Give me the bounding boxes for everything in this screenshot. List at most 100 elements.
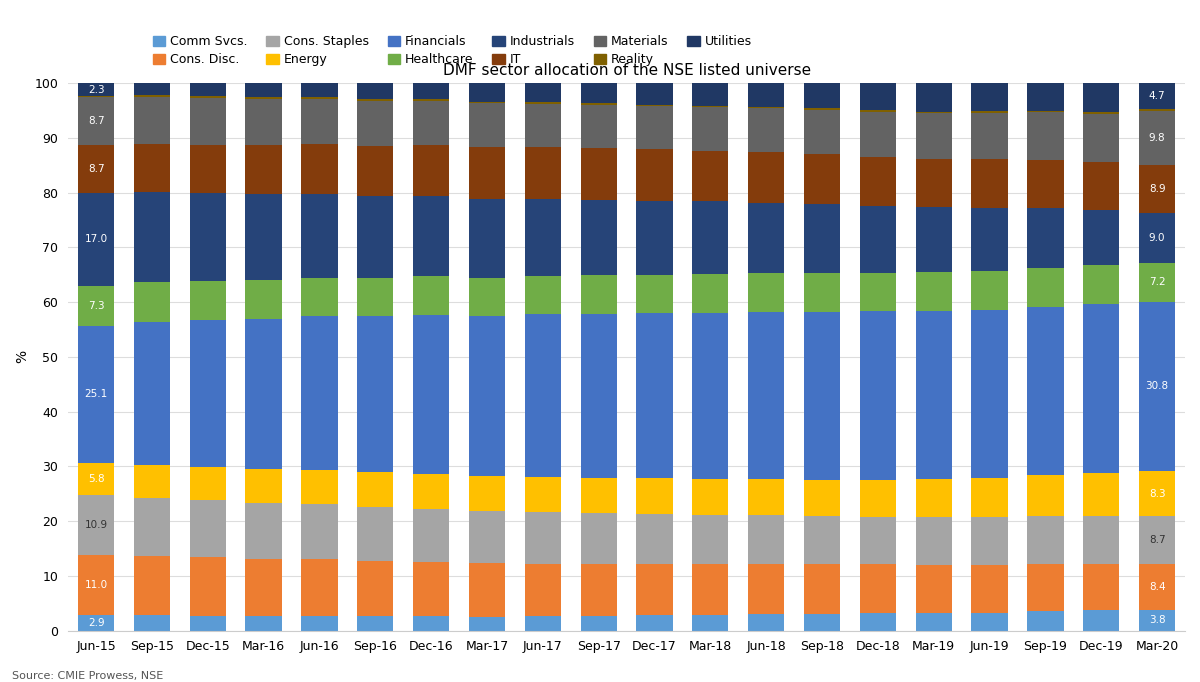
Bar — [1027, 268, 1063, 307]
Bar — [1139, 610, 1175, 631]
Bar — [692, 564, 728, 614]
Legend: Comm Svcs., Cons. Disc., Cons. Staples, Energy, Financials, Healthcare, Industri: Comm Svcs., Cons. Disc., Cons. Staples, … — [152, 35, 752, 66]
Bar — [581, 276, 617, 314]
Bar — [469, 102, 505, 104]
Bar — [133, 282, 170, 323]
Bar — [804, 479, 840, 516]
Bar — [581, 616, 617, 631]
Bar — [246, 318, 282, 469]
Bar — [246, 83, 282, 97]
Bar — [636, 149, 673, 201]
Bar — [972, 478, 1008, 517]
Bar — [301, 278, 337, 316]
Bar — [916, 518, 952, 565]
Bar — [859, 613, 896, 631]
Bar — [358, 146, 394, 196]
Bar — [1027, 516, 1063, 564]
Text: 8.3: 8.3 — [1148, 488, 1165, 499]
Bar — [916, 272, 952, 311]
Bar — [301, 97, 337, 98]
Bar — [469, 563, 505, 617]
Text: 8.7: 8.7 — [88, 164, 104, 174]
Bar — [859, 83, 896, 110]
Bar — [581, 314, 617, 478]
Bar — [78, 495, 114, 554]
Bar — [636, 201, 673, 275]
Bar — [972, 271, 1008, 310]
Bar — [301, 559, 337, 616]
Bar — [358, 196, 394, 278]
Bar — [469, 104, 505, 147]
Bar — [972, 111, 1008, 113]
Bar — [78, 83, 114, 95]
Bar — [972, 565, 1008, 612]
Bar — [581, 200, 617, 276]
Bar — [469, 83, 505, 102]
Title: DMF sector allocation of the NSE listed universe: DMF sector allocation of the NSE listed … — [443, 63, 811, 78]
Bar — [133, 615, 170, 631]
Bar — [1027, 83, 1063, 110]
Bar — [1027, 475, 1063, 516]
Bar — [190, 557, 226, 616]
Text: 9.8: 9.8 — [1148, 133, 1165, 143]
Bar — [748, 273, 785, 312]
Bar — [301, 83, 337, 97]
Bar — [413, 562, 449, 617]
Text: 8.7: 8.7 — [1148, 535, 1165, 545]
Bar — [636, 564, 673, 615]
Bar — [1084, 114, 1120, 162]
Bar — [246, 280, 282, 318]
Bar — [916, 479, 952, 518]
Bar — [581, 478, 617, 514]
Bar — [859, 517, 896, 565]
Bar — [692, 106, 728, 107]
Bar — [246, 98, 282, 145]
Bar — [190, 145, 226, 193]
Bar — [133, 323, 170, 464]
Bar — [524, 314, 560, 477]
Bar — [78, 326, 114, 463]
Bar — [1027, 160, 1063, 209]
Bar — [246, 503, 282, 559]
Bar — [1084, 304, 1120, 473]
Text: 2.3: 2.3 — [88, 85, 104, 95]
Bar — [133, 83, 170, 95]
Bar — [1027, 113, 1063, 160]
Bar — [413, 99, 449, 101]
Bar — [246, 469, 282, 503]
Text: 2.9: 2.9 — [88, 618, 104, 627]
Bar — [972, 83, 1008, 111]
Bar — [804, 154, 840, 204]
Bar — [1139, 111, 1175, 165]
Bar — [78, 463, 114, 495]
Bar — [78, 193, 114, 286]
Bar — [581, 149, 617, 200]
Bar — [190, 321, 226, 467]
Bar — [748, 312, 785, 479]
Bar — [1027, 110, 1063, 113]
Bar — [1084, 113, 1120, 114]
Bar — [1139, 213, 1175, 263]
Bar — [78, 554, 114, 614]
Bar — [748, 614, 785, 631]
Bar — [1027, 612, 1063, 631]
Bar — [1139, 165, 1175, 213]
Bar — [804, 273, 840, 312]
Y-axis label: %: % — [16, 351, 29, 364]
Bar — [358, 278, 394, 316]
Bar — [804, 110, 840, 154]
Bar — [524, 564, 560, 617]
Bar — [916, 613, 952, 631]
Bar — [748, 564, 785, 614]
Bar — [469, 147, 505, 198]
Bar — [1027, 564, 1063, 612]
Bar — [358, 83, 394, 99]
Bar — [246, 194, 282, 280]
Bar — [1139, 302, 1175, 471]
Bar — [524, 198, 560, 276]
Bar — [804, 516, 840, 565]
Bar — [133, 192, 170, 282]
Bar — [692, 614, 728, 631]
Bar — [692, 107, 728, 151]
Bar — [133, 97, 170, 144]
